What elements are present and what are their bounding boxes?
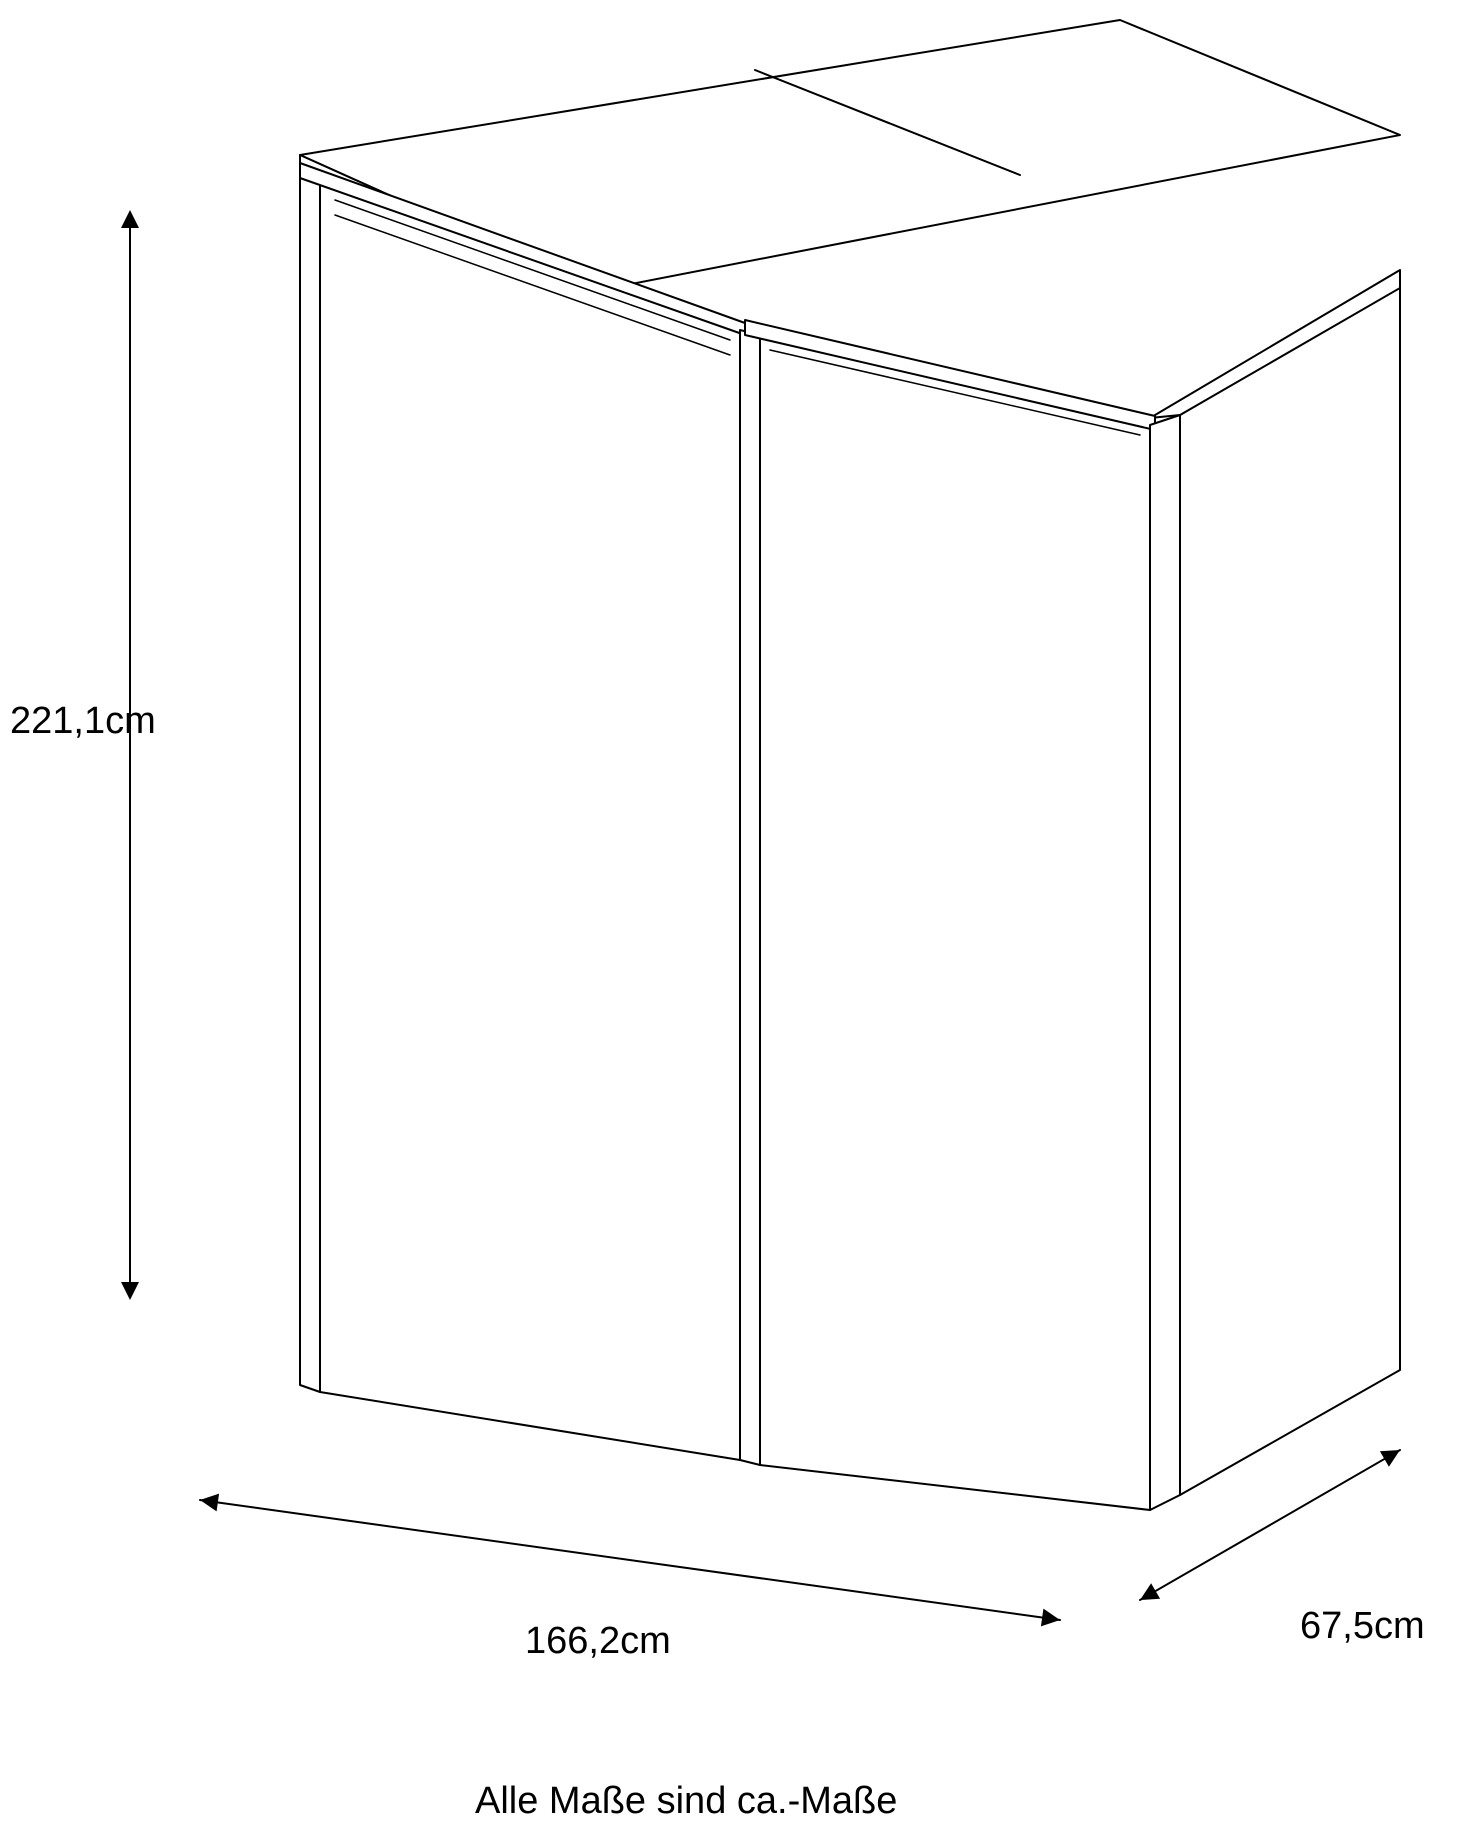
width-dimension-label: 166,2cm	[525, 1620, 671, 1663]
footnote-text: Alle Maße sind ca.-Maße	[475, 1780, 897, 1823]
diagram-stage: 221,1cm 166,2cm 67,5cm Alle Maße sind ca…	[0, 0, 1479, 1845]
diagram-svg	[0, 0, 1479, 1845]
height-dimension-label: 221,1cm	[10, 700, 156, 743]
depth-dimension-label: 67,5cm	[1300, 1605, 1425, 1648]
